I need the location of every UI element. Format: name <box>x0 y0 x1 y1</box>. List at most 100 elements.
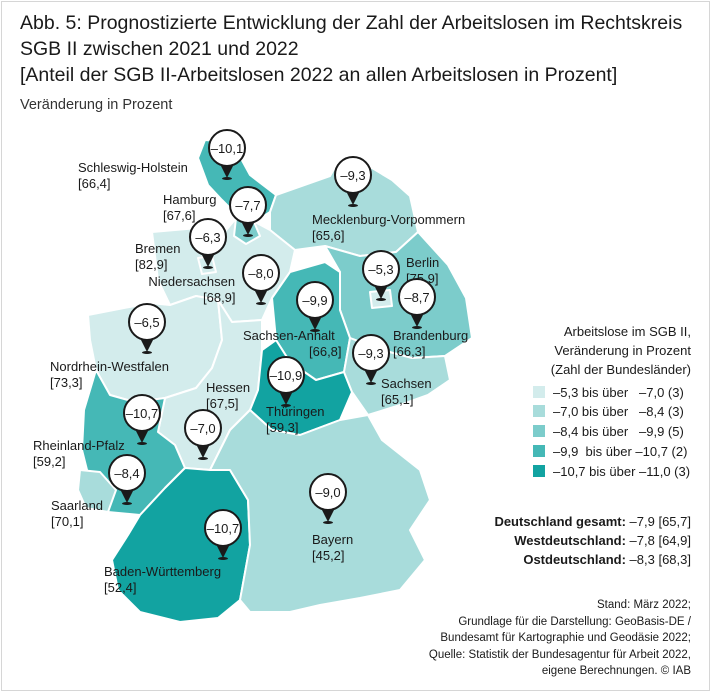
total-value: –7,8 [64,9] <box>629 533 691 548</box>
total-germany: Deutschland gesamt: –7,9 [65,7] <box>494 512 691 531</box>
total-value: –8,3 [68,3] <box>629 552 691 567</box>
pin-value: –10,9 <box>267 356 305 394</box>
state-name: Baden-Württemberg <box>104 564 222 579</box>
state-share: [66,3] <box>393 344 426 359</box>
pin-base <box>198 457 208 460</box>
pin-base <box>323 521 333 524</box>
pin-tail <box>280 393 292 405</box>
legend-swatch <box>533 445 545 457</box>
pin-base <box>137 442 147 445</box>
pin-base <box>281 404 291 407</box>
state-share: [70,1] <box>51 514 84 529</box>
pin-base <box>203 266 213 269</box>
state-share: [73,3] <box>50 375 83 390</box>
pin-base <box>366 382 376 385</box>
state-name: Sachsen-Anhalt <box>243 328 335 343</box>
state-name: Berlin <box>406 255 440 270</box>
state-share: [52,4] <box>104 580 137 595</box>
state-name: Nordrhein-Westfalen <box>50 359 169 374</box>
pin-tail <box>365 371 377 383</box>
legend-title-line: (Zahl der Bundesländer) <box>550 362 691 377</box>
legend-title-line: Arbeitslose im SGB II, <box>563 324 691 339</box>
pin-tail <box>255 291 267 303</box>
state-saarland <box>77 469 117 513</box>
state-share: [66,4] <box>78 176 111 191</box>
pin-value: –7,0 <box>184 409 222 447</box>
pin-tail <box>121 491 133 503</box>
label-bayern: Bayern [45,2] <box>312 532 353 564</box>
source-line: eigene Berechnungen. © IAB <box>541 665 691 677</box>
state-share: [59,2] <box>33 454 66 469</box>
legend-title: Arbeitslose im SGB II, Veränderung in Pr… <box>551 322 691 379</box>
pin-tail <box>347 193 359 205</box>
label-hamburg: Hamburg [67,6] <box>163 192 216 224</box>
label-saarland: Saarland [70,1] <box>51 498 103 530</box>
state-name: Bayern <box>312 532 354 547</box>
title-line-2: SGB II zwischen 2021 und 2022 <box>20 38 299 60</box>
pin-value: –7,7 <box>229 186 267 224</box>
title-line-3: [Anteil der SGB II-Arbeitslosen 2022 an … <box>20 64 618 86</box>
pin-value: –8,0 <box>242 254 280 292</box>
state-name: Niedersachsen <box>148 274 236 289</box>
legend-item: –9,9 bis über –10,7 (2) <box>533 443 687 459</box>
label-rheinland-pfalz: Rheinland-Pfalz [59,2] <box>33 438 125 470</box>
label-bremen: Bremen [82,9] <box>135 241 181 273</box>
state-share: [65,1] <box>381 392 414 407</box>
state-name: Rheinland-Pfalz <box>33 438 125 453</box>
legend-swatch <box>533 386 545 398</box>
legend-label: –8,4 bis über –9,9 (5) <box>553 423 684 439</box>
label-brandenburg: Brandenburg [66,3] <box>393 328 468 360</box>
state-share: [67,6] <box>163 208 196 223</box>
pin-base <box>310 329 320 332</box>
state-name: Hamburg <box>163 192 217 207</box>
totals-block: Deutschland gesamt: –7,9 [65,7] Westdeut… <box>494 512 691 569</box>
total-value: –7,9 [65,7] <box>629 514 691 529</box>
pin-base <box>243 234 253 237</box>
pin-base <box>348 204 358 207</box>
pin-tail <box>411 315 423 327</box>
pin-value: –9,9 <box>296 281 334 319</box>
legend-swatch <box>533 405 545 417</box>
source-line: Bundesamt für Kartographie und Geodäsie … <box>440 632 691 644</box>
pin-tail <box>322 510 334 522</box>
legend-item: –7,0 bis über –8,4 (3) <box>533 403 684 419</box>
pin-value: –9,3 <box>352 334 390 372</box>
label-nordrhein-westfalen: Nordrhein-Westfalen [73,3] <box>50 359 169 391</box>
pin-value: –6,5 <box>128 303 166 341</box>
label-sachsen: Sachsen [65,1] <box>381 376 432 408</box>
state-share: [68,9] <box>203 290 236 305</box>
total-label: Ostdeutschland: <box>523 552 626 567</box>
source-note: Stand: März 2022; Grundlage für die Dars… <box>429 597 691 680</box>
pin-base <box>122 502 132 505</box>
state-share: [67,5] <box>206 396 239 411</box>
pin-value: –10,1 <box>208 129 246 167</box>
legend-label: –5,3 bis über –7,0 (3) <box>553 384 684 400</box>
pin-value: –8,7 <box>398 278 436 316</box>
pin-tail <box>136 431 148 443</box>
pin-value: –9,0 <box>309 473 347 511</box>
state-share: [45,2] <box>312 548 345 563</box>
figure-title: Abb. 5: Prognostizierte Entwicklung der … <box>20 10 700 88</box>
state-name: Hessen <box>206 380 251 395</box>
state-share: [59,3] <box>266 420 299 435</box>
label-mecklenburg-vorpommern: Mecklenburg-Vorpommern [65,6] <box>312 212 465 244</box>
legend-item: –10,7 bis über –11,0 (3) <box>533 463 690 479</box>
state-share: [66,8] <box>309 344 342 359</box>
legend-swatch <box>533 425 545 437</box>
total-east: Ostdeutschland: –8,3 [68,3] <box>494 550 691 569</box>
source-line: Quelle: Statistik der Bundesagentur für … <box>428 648 691 661</box>
pin-tail <box>309 318 321 330</box>
state-name: Mecklenburg-Vorpommern <box>312 212 466 227</box>
total-label: Westdeutschland: <box>514 533 626 548</box>
pin-value: –10,7 <box>204 509 242 547</box>
state-name: Saarland <box>51 498 104 513</box>
legend-item: –5,3 bis über –7,0 (3) <box>533 384 684 400</box>
map-subtitle: Veränderung in Prozent <box>20 97 173 113</box>
pin-tail <box>141 340 153 352</box>
pin-base <box>256 302 266 305</box>
pin-value: –6,3 <box>189 218 227 256</box>
state-name: Brandenburg <box>393 328 469 343</box>
legend-label: –7,0 bis über –8,4 (3) <box>553 403 684 419</box>
state-share: [82,9] <box>135 257 168 272</box>
pin-tail <box>202 255 214 267</box>
